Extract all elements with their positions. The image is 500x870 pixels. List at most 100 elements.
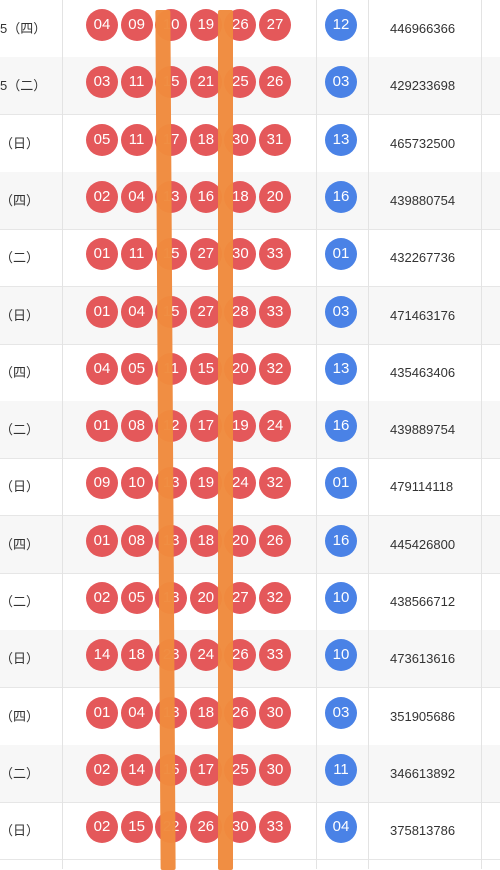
draw-date: 5（二）	[0, 78, 47, 94]
red-ball: 19	[189, 9, 222, 41]
red-ball: 02	[86, 753, 118, 786]
draw-date: （日）	[0, 479, 40, 495]
red-ball: 26	[259, 524, 291, 557]
table-row[interactable]: （日）14182324263310473613616	[0, 630, 500, 689]
draw-date: （日）	[0, 307, 40, 323]
blue-ball-cell: 12	[325, 9, 357, 41]
red-ball: 19	[189, 467, 222, 500]
sales-amount: 438566712	[390, 594, 456, 609]
red-ball: 32	[259, 352, 291, 385]
red-ball: 10	[120, 467, 153, 500]
table-row[interactable]: 5（四） 04 09 10 19 26 27 12 446966366	[0, 0, 500, 58]
table-row[interactable]: （日）09101319243201479114118	[0, 458, 500, 517]
draw-date: （日）	[0, 651, 40, 667]
red-ball: 32	[259, 467, 291, 500]
red-ball: 05	[86, 123, 118, 156]
draw-date: （二）	[0, 765, 40, 781]
blue-ball: 01	[325, 467, 357, 500]
table-row[interactable]: （日） 05 11 17 18 30 31 13 465732500	[0, 115, 500, 173]
red-ball: 26	[259, 66, 291, 99]
sales-amount: 446966366	[390, 21, 456, 36]
blue-ball-cell: 16	[325, 524, 357, 557]
red-ball: 04	[86, 352, 118, 385]
red-ball: 04	[120, 295, 153, 328]
red-ball: 05	[120, 352, 153, 385]
red-ball: 33	[259, 238, 291, 271]
table-row[interactable]: （二）02051320273210438566712	[0, 573, 500, 631]
red-ball: 03	[86, 66, 118, 99]
blue-ball-cell: 16	[325, 410, 357, 443]
column-divider	[62, 0, 63, 869]
red-ball: 27	[259, 9, 291, 41]
red-ball: 08	[120, 524, 153, 557]
table-row[interactable]: （二）01111527303301432267736	[0, 229, 500, 288]
sales-amount: 471463176	[390, 307, 456, 323]
blue-ball: 16	[325, 180, 357, 213]
red-ball: 21	[189, 66, 222, 99]
table-row[interactable]: （二）01081217192416439889754	[0, 401, 500, 460]
blue-ball: 01	[325, 238, 357, 271]
red-ball: 30	[259, 696, 291, 729]
draw-date: （二）	[0, 594, 40, 609]
red-ball: 30	[259, 753, 291, 786]
blue-ball: 04	[325, 811, 357, 844]
blue-ball-cell: 10	[325, 582, 357, 614]
sales-amount: 435463406	[390, 364, 456, 380]
draw-date: 5（四）	[0, 21, 47, 36]
red-ball: 04	[120, 180, 153, 213]
red-ball: 11	[120, 238, 153, 271]
sales-amount: 473613616	[390, 651, 456, 667]
draw-date: （日）	[0, 823, 40, 839]
red-ball: 33	[259, 811, 291, 844]
red-ball: 18	[189, 696, 222, 729]
blue-ball: 16	[325, 524, 357, 557]
table-row[interactable]: 5（二） 03 11 15 21 25 26 03 429233698	[0, 57, 500, 116]
red-ball: 18	[189, 123, 222, 156]
red-ball: 11	[120, 123, 153, 156]
red-ball: 14	[86, 639, 118, 672]
table-row[interactable]: （日）02152226303304375813786	[0, 802, 500, 861]
red-ball: 33	[259, 295, 291, 328]
red-ball: 17	[189, 753, 222, 786]
column-divider	[481, 0, 482, 869]
blue-ball-cell: 16	[325, 180, 357, 213]
blue-ball: 03	[325, 66, 357, 99]
red-ball: 32	[259, 582, 291, 614]
red-ball: 01	[86, 524, 118, 557]
table-row[interactable]: （四）04051115203213435463406	[0, 344, 500, 402]
red-ball: 02	[86, 180, 118, 213]
table-row[interactable]: （二）02141517253011346613892	[0, 744, 500, 803]
red-ball: 01	[86, 295, 118, 328]
red-ball: 27	[189, 295, 222, 328]
blue-ball: 13	[325, 352, 357, 385]
blue-ball: 13	[325, 123, 357, 156]
column-divider	[316, 0, 317, 869]
red-ball: 14	[120, 753, 153, 786]
blue-ball-cell: 01	[325, 467, 357, 500]
blue-ball: 10	[325, 639, 357, 672]
table-row[interactable]: （四）01081318202616445426800	[0, 515, 500, 574]
blue-ball-cell: 01	[325, 238, 357, 271]
red-ball: 15	[120, 811, 153, 844]
red-ball: 18	[189, 524, 222, 557]
red-ball: 11	[120, 66, 153, 99]
blue-ball-cell: 11	[325, 753, 357, 786]
blue-ball-cell: 03	[325, 66, 357, 99]
sales-amount: 375813786	[390, 823, 456, 839]
draw-date: （四）	[0, 536, 40, 552]
draw-date: （二）	[0, 250, 40, 266]
red-ball: 01	[86, 410, 118, 443]
table-row[interactable]: （四）01041318263003351905686	[0, 688, 500, 746]
sales-amount: 439880754	[390, 192, 456, 208]
red-ball: 33	[259, 639, 291, 672]
blue-ball: 12	[325, 9, 357, 41]
draw-date: （日）	[0, 135, 40, 151]
red-ball: 08	[120, 410, 153, 443]
draw-date: （二）	[0, 422, 40, 438]
table-row[interactable]: （日）01041527283303471463176	[0, 286, 500, 345]
red-ball: 05	[120, 582, 153, 614]
table-row[interactable]: （四）02041316182016439880754	[0, 171, 500, 230]
red-ball: 20	[259, 180, 291, 213]
blue-ball-cell: 13	[325, 123, 357, 156]
sales-amount: 429233698	[390, 78, 456, 94]
